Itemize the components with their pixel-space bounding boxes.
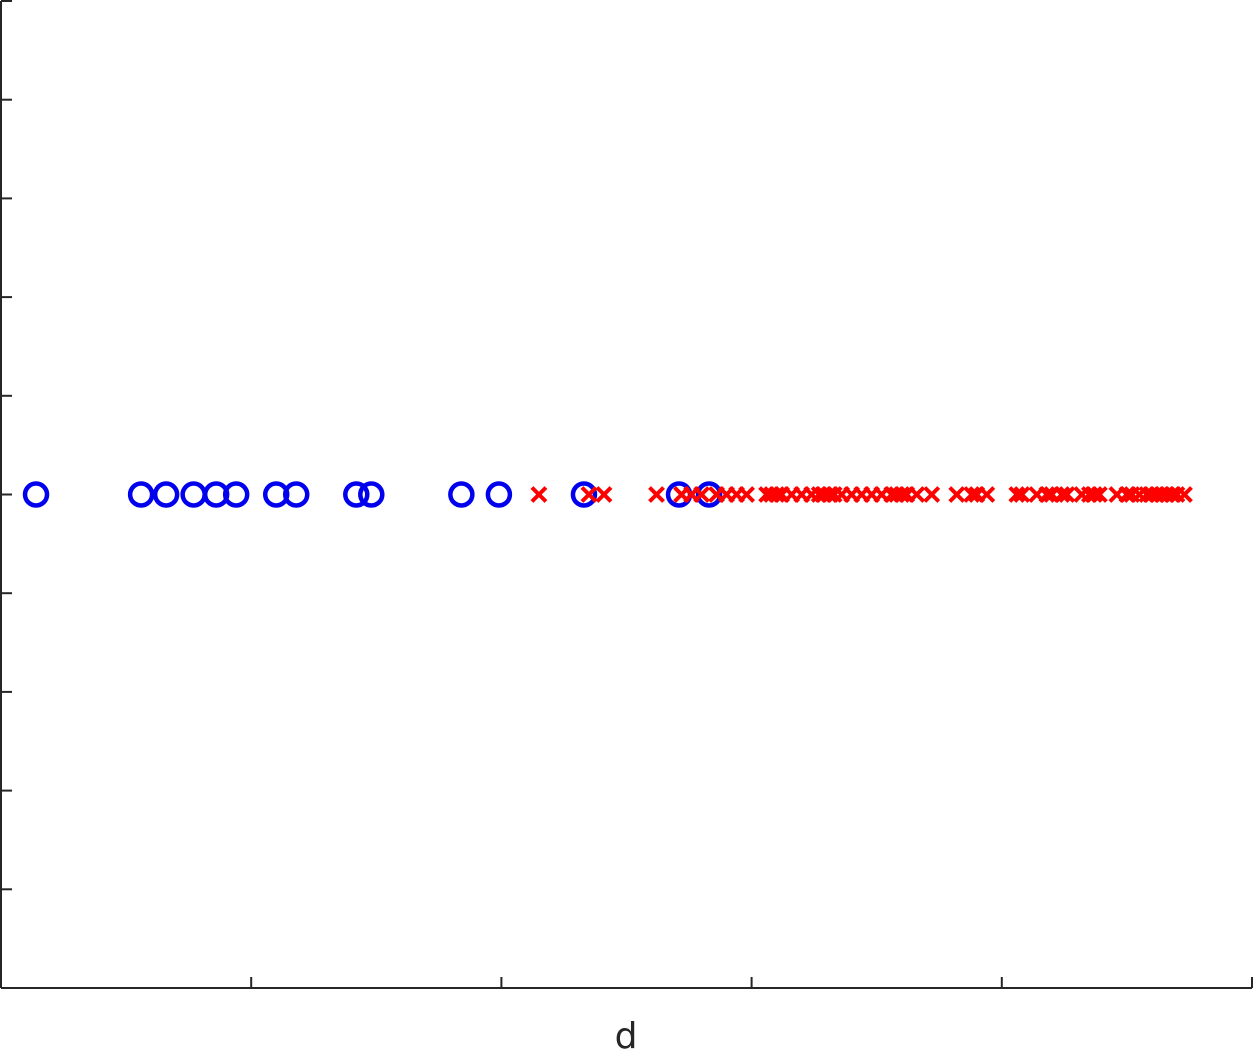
x-marker (1038, 486, 1056, 503)
x-marker (1058, 486, 1076, 503)
circle-marker (22, 481, 50, 508)
axes (0, 0, 1253, 989)
x-marker-stroke (1013, 486, 1031, 503)
x-marker (738, 486, 756, 503)
circle-marker (222, 481, 250, 508)
circle-marker (695, 481, 723, 508)
circle-marker (180, 481, 207, 508)
x-marker-stroke (1038, 486, 1056, 503)
circle-marker (358, 481, 385, 508)
data-markers (22, 481, 1193, 508)
x-marker-stroke (978, 486, 996, 503)
x-marker-stroke (530, 486, 548, 503)
x-marker (948, 486, 966, 503)
x-marker-stroke (1058, 486, 1076, 503)
x-marker (530, 486, 548, 503)
x-marker-stroke (1118, 486, 1136, 503)
x-marker (923, 486, 941, 503)
x-marker-stroke (1053, 486, 1071, 503)
x-marker (1008, 486, 1026, 503)
x-marker (893, 486, 911, 503)
x-marker (693, 486, 710, 503)
x-marker-stroke (908, 486, 926, 503)
x-marker (978, 486, 996, 503)
circle-marker (152, 481, 180, 508)
circle-marker (282, 481, 310, 508)
circle-marker (570, 481, 598, 508)
circle-marker (448, 481, 475, 508)
x-marker (1013, 486, 1031, 503)
x-marker (1053, 486, 1071, 503)
circle-marker (127, 481, 155, 508)
x-marker-stroke (580, 486, 598, 503)
x-marker-stroke (1090, 486, 1108, 503)
x-marker (595, 486, 613, 503)
x-marker (1085, 486, 1103, 503)
x-marker (580, 486, 598, 503)
circle-marker (343, 481, 370, 508)
x-marker-stroke (738, 486, 756, 503)
x-marker (1176, 486, 1193, 503)
x-marker-stroke (893, 486, 911, 503)
x-marker-stroke (693, 486, 710, 503)
x-marker-stroke (768, 486, 786, 503)
x-marker (1090, 486, 1108, 503)
x-marker-stroke (1176, 486, 1193, 503)
x-marker-stroke (1085, 486, 1103, 503)
x-marker (768, 486, 786, 503)
x-marker (648, 486, 665, 503)
x-marker-stroke (595, 486, 613, 503)
x-marker-stroke (1008, 486, 1026, 503)
x-marker-stroke (1163, 486, 1181, 503)
x-marker (1163, 486, 1181, 503)
x-marker-stroke (820, 486, 838, 503)
circle-marker (485, 481, 513, 508)
x-marker-stroke (948, 486, 966, 503)
x-marker-stroke (963, 486, 981, 503)
x-marker (820, 486, 838, 503)
x-axis-label: d (615, 1016, 638, 1050)
x-marker (963, 486, 981, 503)
x-marker-stroke (923, 486, 941, 503)
x-marker (908, 486, 926, 503)
x-marker-stroke (648, 486, 665, 503)
x-marker (1118, 486, 1136, 503)
